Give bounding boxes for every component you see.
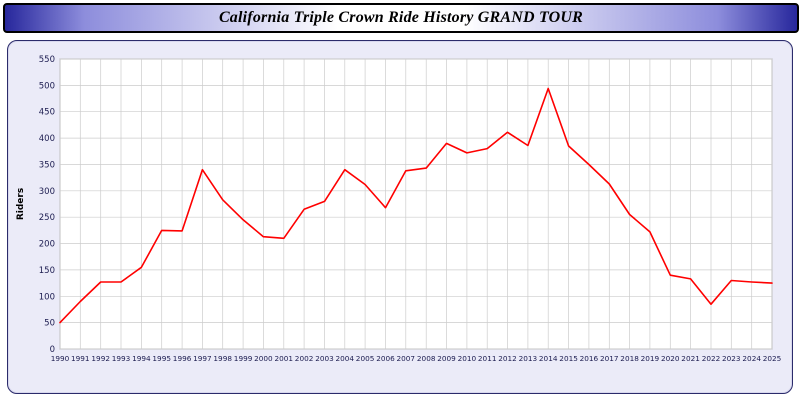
x-tick-label: 2023 bbox=[722, 354, 741, 363]
x-tick-label: 2007 bbox=[397, 354, 416, 363]
x-tick-label: 2022 bbox=[702, 354, 721, 363]
x-tick-label: 1999 bbox=[234, 354, 253, 363]
y-tick-label: 500 bbox=[39, 81, 55, 91]
y-tick-label: 0 bbox=[50, 345, 55, 355]
x-tick-label: 2011 bbox=[478, 354, 497, 363]
y-tick-label: 400 bbox=[39, 134, 55, 144]
x-tick-label: 2020 bbox=[661, 354, 680, 363]
y-axis-label: Riders bbox=[16, 188, 26, 220]
x-tick-label: 1998 bbox=[213, 354, 232, 363]
x-tick-label: 1994 bbox=[132, 354, 151, 363]
x-tick-label: 2009 bbox=[437, 354, 456, 363]
x-tick-label: 2001 bbox=[275, 354, 294, 363]
x-tick-label: 2012 bbox=[498, 354, 517, 363]
x-tick-label: 1991 bbox=[71, 354, 90, 363]
y-tick-label: 350 bbox=[39, 161, 55, 171]
y-tick-label: 550 bbox=[39, 55, 55, 65]
x-tick-label: 2018 bbox=[620, 354, 639, 363]
x-tick-label: 2004 bbox=[336, 354, 355, 363]
chart-title: California Triple Crown Ride History GRA… bbox=[218, 9, 584, 26]
x-tick-label: 2008 bbox=[417, 354, 436, 363]
x-tick-label: 1992 bbox=[91, 354, 110, 363]
plot-area bbox=[59, 58, 773, 350]
x-tick-label: 2006 bbox=[376, 354, 395, 363]
x-tick-label: 2016 bbox=[580, 354, 599, 363]
x-tick-label: 2019 bbox=[641, 354, 660, 363]
x-tick-label: 2015 bbox=[559, 354, 578, 363]
chart-panel: 0 50 100 150 200 250 300 350 400 450 500 550 1990 199… bbox=[7, 40, 793, 394]
y-tick-label: 100 bbox=[39, 292, 55, 302]
series-line-riders bbox=[59, 87, 773, 324]
x-tick-label: 2002 bbox=[295, 354, 314, 363]
x-tick-label: 2005 bbox=[356, 354, 375, 363]
x-tick-label: 1993 bbox=[112, 354, 131, 363]
x-tick-label: 1996 bbox=[173, 354, 192, 363]
x-tick-label: 2003 bbox=[315, 354, 334, 363]
x-tick-label: 1997 bbox=[193, 354, 212, 363]
y-tick-label: 300 bbox=[39, 187, 55, 197]
y-tick-label: 200 bbox=[39, 240, 55, 250]
y-tick-label: 50 bbox=[44, 319, 55, 329]
chart-title-bar: California Triple Crown Ride History GRA… bbox=[3, 3, 799, 33]
x-tick-label: 2017 bbox=[600, 354, 619, 363]
x-tick-label: 2014 bbox=[539, 354, 558, 363]
x-tick-label: 2000 bbox=[254, 354, 273, 363]
y-tick-label: 150 bbox=[39, 266, 55, 276]
x-tick-label: 2025 bbox=[763, 354, 782, 363]
x-tick-label: 2010 bbox=[458, 354, 477, 363]
x-tick-label: 2024 bbox=[742, 354, 761, 363]
y-tick-label: 450 bbox=[39, 108, 55, 118]
y-tick-label: 250 bbox=[39, 213, 55, 223]
x-tick-label: 2021 bbox=[681, 354, 700, 363]
x-tick-label: 2013 bbox=[519, 354, 538, 363]
x-tick-label: 1990 bbox=[51, 354, 70, 363]
x-tick-label: 1995 bbox=[152, 354, 171, 363]
